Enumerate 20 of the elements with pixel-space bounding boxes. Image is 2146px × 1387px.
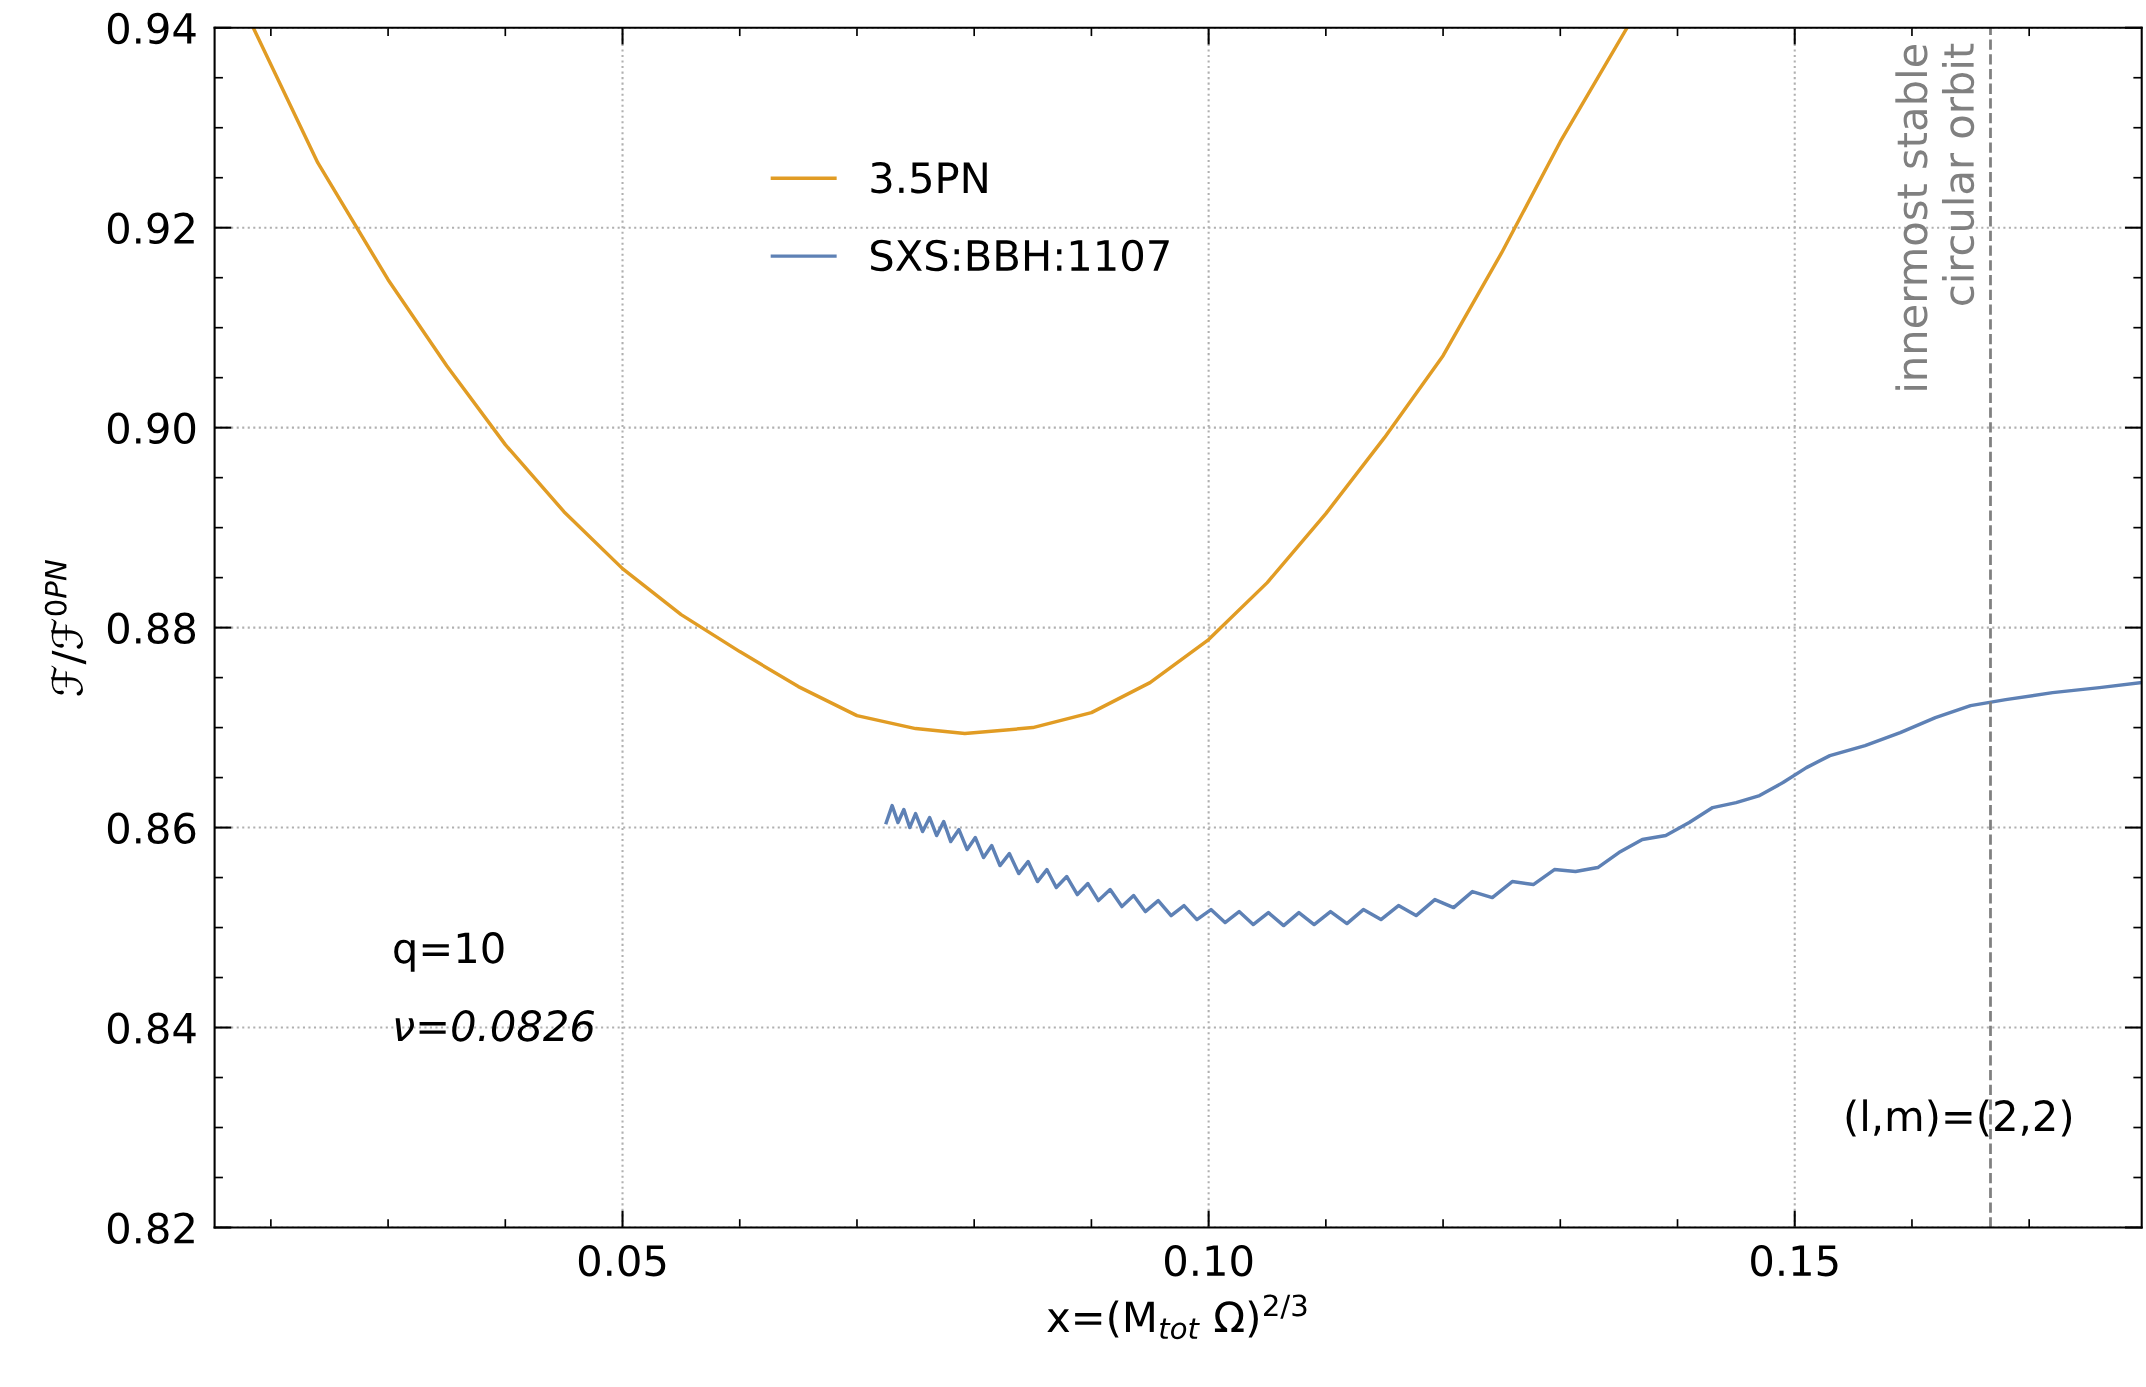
y-tick-label: 0.88	[107, 612, 196, 645]
y-tick-label: 0.84	[107, 1012, 196, 1044]
ref-line-label: innermost stable circular orbit	[1895, 43, 1975, 390]
annotation: (l,m)=(2,2)	[1846, 1099, 2072, 1137]
x-tick-label: 0.05	[578, 1244, 666, 1277]
legend-label: 3.5PN	[871, 161, 987, 194]
y-tick-label: 0.90	[107, 412, 196, 445]
line-series	[884, 680, 2142, 928]
annotation: ν=0.0826	[395, 1010, 595, 1042]
y-tick-label: 0.94	[107, 12, 196, 45]
x-tick-label: 0.15	[1751, 1244, 1838, 1277]
y-tick-label: 0.86	[107, 812, 196, 844]
legend-label: SXS:BBH:1107	[871, 239, 1169, 272]
x-tick-label: 0.10	[1164, 1244, 1253, 1277]
y-axis-title: ℱ/ℱ$^{0PN}$	[44, 560, 87, 696]
annotation: q=10	[394, 932, 504, 972]
y-tick-label: 0.92	[107, 212, 194, 245]
line-series	[251, 27, 1629, 736]
x-axis-title: x=(M$_{tot}$ Ω)$^{2/3}$	[1047, 1294, 1307, 1340]
y-tick-label: 0.82	[107, 1212, 194, 1244]
